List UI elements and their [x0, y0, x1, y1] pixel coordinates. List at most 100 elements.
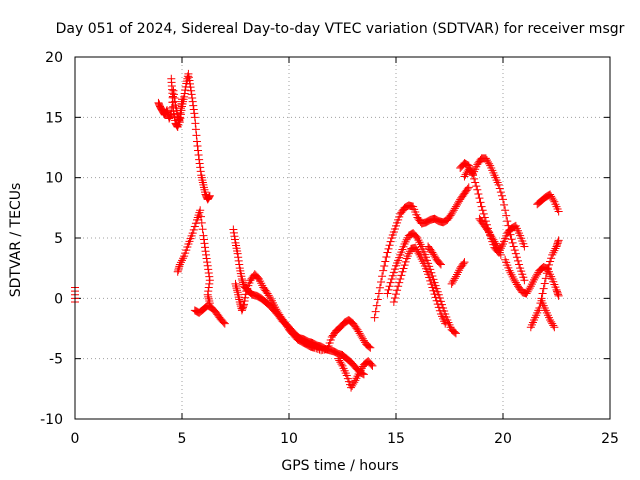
- data-point: [313, 345, 322, 354]
- data-point: [435, 306, 444, 315]
- data-point: [541, 192, 550, 201]
- data-point: [192, 137, 201, 146]
- data-point: [196, 163, 205, 172]
- data-point: [454, 268, 463, 277]
- data-point: [372, 301, 381, 310]
- data-point: [357, 364, 366, 373]
- data-point: [484, 226, 493, 235]
- data-point: [303, 340, 312, 349]
- data-point: [417, 255, 426, 264]
- data-point: [496, 188, 505, 197]
- data-point: [192, 131, 201, 140]
- data-point: [431, 293, 440, 302]
- data-point: [298, 338, 307, 347]
- data-point: [196, 212, 205, 221]
- data-point: [347, 317, 356, 326]
- data-point: [530, 275, 539, 284]
- data-point: [204, 283, 213, 292]
- data-point: [546, 316, 555, 325]
- data-point: [273, 307, 282, 316]
- data-point: [527, 280, 536, 289]
- data-point: [393, 286, 402, 295]
- data-point: [177, 99, 186, 108]
- data-point: [262, 287, 271, 296]
- data-point: [402, 235, 411, 244]
- data-point: [294, 335, 303, 344]
- data-point: [549, 248, 558, 257]
- data-point: [335, 324, 344, 333]
- data-point: [188, 229, 197, 238]
- series-arc-c: [173, 206, 214, 308]
- x-tick-label: 5: [178, 431, 187, 447]
- data-point: [482, 225, 491, 234]
- data-point: [365, 342, 374, 351]
- data-point: [367, 360, 376, 369]
- data-point: [509, 223, 518, 232]
- data-point: [428, 272, 437, 281]
- data-point: [414, 249, 423, 258]
- data-point: [203, 258, 212, 267]
- data-point: [439, 218, 448, 227]
- data-point: [485, 228, 494, 237]
- data-point: [282, 322, 291, 331]
- data-point: [392, 290, 400, 299]
- data-point: [358, 334, 367, 343]
- data-point: [548, 194, 557, 203]
- data-point: [504, 221, 513, 230]
- data-point: [505, 266, 514, 275]
- axis-ticks: 0 5 10 15 20 25 -10 -5 0 5 10 15 20: [40, 50, 619, 447]
- data-point: [296, 337, 305, 346]
- y-axis-label: SDTVAR / TECUs: [8, 183, 24, 298]
- data-point: [523, 287, 532, 296]
- data-point: [354, 370, 363, 379]
- data-point: [461, 159, 470, 168]
- data-point: [496, 250, 505, 259]
- data-point: [550, 323, 559, 332]
- data-point: [235, 260, 244, 269]
- data-point: [554, 291, 563, 300]
- data-point: [274, 308, 283, 317]
- data-point: [232, 281, 241, 290]
- data-point: [191, 125, 200, 134]
- data-point: [355, 367, 364, 376]
- data-point: [512, 280, 521, 289]
- data-point: [428, 248, 437, 257]
- data-point: [400, 240, 409, 249]
- data-point: [435, 259, 444, 268]
- series-arc-e: [229, 225, 368, 379]
- data-point: [485, 159, 494, 168]
- data-point: [383, 289, 392, 298]
- data-point: [175, 260, 184, 269]
- data-point: [450, 328, 459, 337]
- data-point: [432, 296, 441, 305]
- data-point: [257, 279, 266, 288]
- data-point: [240, 300, 249, 309]
- data-point: [413, 247, 422, 256]
- data-point: [279, 316, 288, 325]
- data-point: [352, 374, 361, 383]
- data-point: [349, 380, 358, 389]
- data-point: [263, 289, 272, 298]
- data-point: [491, 239, 500, 248]
- data-point: [356, 366, 365, 375]
- data-point: [238, 276, 247, 285]
- data-point: [336, 358, 345, 367]
- data-point: [381, 257, 390, 266]
- data-point: [310, 343, 319, 352]
- data-point: [265, 293, 274, 302]
- data-point: [423, 217, 432, 226]
- data-point: [186, 79, 195, 88]
- data-point: [539, 262, 548, 271]
- series-arc-l: [447, 258, 469, 288]
- series-arc-q: [526, 236, 563, 332]
- data-point: [385, 241, 394, 250]
- data-point: [186, 83, 195, 92]
- data-point: [204, 292, 213, 301]
- data-point: [416, 253, 425, 262]
- data-point: [219, 318, 228, 327]
- data-point: [181, 86, 190, 95]
- data-point: [189, 225, 198, 234]
- data-point: [447, 279, 456, 288]
- data-point: [205, 276, 214, 285]
- data-point: [482, 156, 491, 165]
